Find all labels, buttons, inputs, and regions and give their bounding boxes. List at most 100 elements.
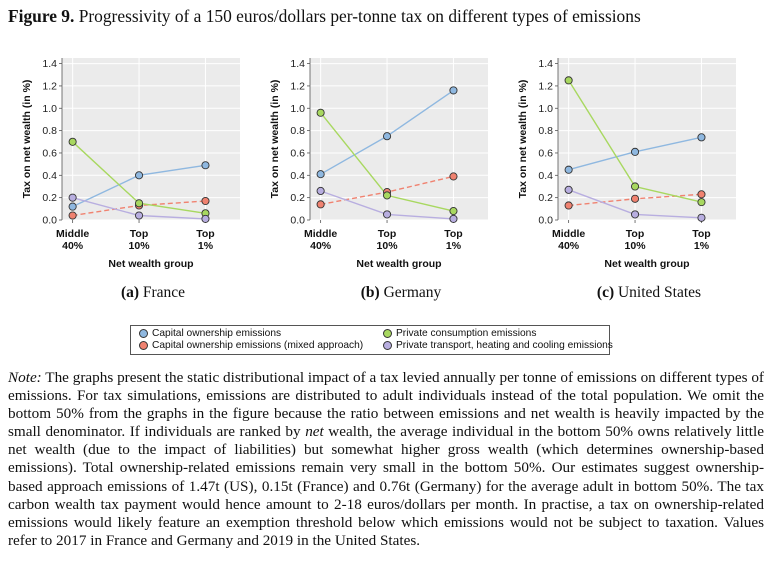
caption-letter: (c) xyxy=(596,284,615,301)
y-axis-label: Tax on net wealth (in %) xyxy=(21,80,33,199)
caption-united-states: (c) United States xyxy=(529,284,769,302)
y-tick-label: 0.4 xyxy=(538,170,553,182)
x-tick-label: Middle xyxy=(304,228,337,240)
data-point-capital-ownership-emissions xyxy=(201,161,210,170)
chart-svg-united-states: 0.00.20.40.60.81.01.21.4Middle40%Top10%T… xyxy=(517,58,736,270)
data-point-private-consumption-emissions xyxy=(697,198,706,207)
data-point-private-transport-heating-and-cooling-emissions xyxy=(449,214,458,223)
data-point-capital-ownership-emissions-mixed-approach xyxy=(564,201,573,210)
y-tick-label: 0.8 xyxy=(42,125,57,137)
y-tick-label: 0.8 xyxy=(290,125,305,137)
note-lead: Note: xyxy=(8,369,42,386)
y-axis-label: Tax on net wealth (in %) xyxy=(269,80,281,199)
y-tick-label: 0.0 xyxy=(538,215,553,227)
y-tick-label: 1.0 xyxy=(42,103,57,115)
data-point-private-consumption-emissions xyxy=(564,76,573,85)
x-axis-label: Net wealth group xyxy=(356,258,441,270)
data-point-private-transport-heating-and-cooling-emissions xyxy=(68,193,77,202)
y-tick-label: 0.0 xyxy=(290,215,305,227)
x-axis-label: Net wealth group xyxy=(108,258,193,270)
y-tick-label: 0.8 xyxy=(538,125,553,137)
data-point-capital-ownership-emissions xyxy=(382,132,392,141)
y-tick-label: 0.0 xyxy=(42,215,57,227)
chart-panel-germany: 0.0 0.2 0.4 0.6 0.8 1.0 1.2 1.4 Middle 40% Top 10% T… xyxy=(256,48,496,278)
data-point-private-transport-heating-and-cooling-emissions xyxy=(564,185,573,194)
x-axis-label: Net wealth group xyxy=(604,258,689,270)
data-point-capital-ownership-emissions xyxy=(564,165,573,174)
y-tick-label: 1.0 xyxy=(290,103,305,115)
y-tick-label: 0.6 xyxy=(42,147,57,159)
x-tick-label: Middle xyxy=(56,228,89,240)
data-point-capital-ownership-emissions xyxy=(630,147,640,156)
caption-name: United States xyxy=(617,284,702,301)
note-text-part-2: wealth, the average individual in the bo… xyxy=(8,423,764,549)
chart-panel-united-states: 0.0 0.2 0.4 0.6 0.8 1.0 1.2 1.4 Middle 40% Top 10% T… xyxy=(504,48,744,278)
x-tick-label: 1% xyxy=(198,240,214,252)
data-point-private-transport-heating-and-cooling-emissions xyxy=(697,213,706,222)
legend-item-private-transport: Private transport, heating and cooling e… xyxy=(383,340,613,351)
legend-marker xyxy=(139,329,148,338)
y-tick-label: 0.2 xyxy=(290,192,305,204)
y-tick-label: 0.4 xyxy=(42,170,57,182)
caption-germany: (b) Germany xyxy=(281,284,521,302)
data-point-capital-ownership-emissions-mixed-approach xyxy=(449,172,458,181)
figure-title-text: Progressivity of a 150 euros/dollars per… xyxy=(78,6,641,26)
legend-label: Private consumption emissions xyxy=(396,328,537,339)
caption-name: Germany xyxy=(383,284,442,301)
y-tick-label: 0.2 xyxy=(538,192,553,204)
data-point-capital-ownership-emissions xyxy=(134,171,144,180)
data-point-capital-ownership-emissions-mixed-approach xyxy=(201,196,210,206)
y-tick-label: 1.2 xyxy=(538,80,553,92)
x-tick-label: Middle xyxy=(552,228,585,240)
caption-name: France xyxy=(142,284,186,301)
x-tick-label: 10% xyxy=(625,240,647,252)
x-tick-label: Top xyxy=(626,228,644,240)
data-point-private-transport-heating-and-cooling-emissions xyxy=(382,210,392,219)
data-point-capital-ownership-emissions-mixed-approach xyxy=(316,200,325,209)
x-tick-label: Top xyxy=(692,228,710,240)
data-point-private-consumption-emissions xyxy=(134,199,144,208)
note-text-part-1: The graphs present the static distributi… xyxy=(8,369,764,441)
chart-svg-germany: 0.00.20.40.60.81.01.21.4Middle40%Top10%T… xyxy=(269,58,488,270)
data-point-capital-ownership-emissions xyxy=(316,170,325,179)
data-point-capital-ownership-emissions-mixed-approach xyxy=(630,194,640,203)
data-point-capital-ownership-emissions xyxy=(697,133,706,142)
data-point-private-consumption-emissions xyxy=(630,182,640,191)
y-tick-label: 1.2 xyxy=(42,80,57,92)
x-tick-label: 1% xyxy=(694,240,710,252)
legend-marker xyxy=(383,341,392,350)
x-tick-label: Top xyxy=(196,228,214,240)
x-tick-label: 10% xyxy=(129,240,151,252)
y-tick-label: 1.4 xyxy=(42,58,57,70)
y-tick-label: 1.0 xyxy=(538,103,553,115)
figure-label: Figure 9. xyxy=(8,6,75,26)
legend-label: Private transport, heating and cooling e… xyxy=(396,340,613,351)
x-tick-label: Top xyxy=(444,228,462,240)
data-point-capital-ownership-emissions-mixed-approach xyxy=(697,190,706,199)
y-axis-label: Tax on net wealth (in %) xyxy=(517,80,529,199)
y-tick-label: 0.4 xyxy=(290,170,305,182)
x-tick-label: 40% xyxy=(62,240,84,252)
legend-item-capital-ownership: Capital ownership emissions xyxy=(139,328,281,339)
y-tick-label: 0.2 xyxy=(42,192,57,204)
x-tick-label: 1% xyxy=(446,240,462,252)
x-tick-label: Top xyxy=(130,228,148,240)
plot-background xyxy=(310,58,488,220)
caption-letter: (b) xyxy=(360,284,380,301)
note-emphasis: net xyxy=(305,423,324,441)
plot-background xyxy=(558,58,736,220)
x-tick-label: Top xyxy=(378,228,396,240)
plot-background xyxy=(62,58,240,220)
data-point-capital-ownership-emissions-mixed-approach xyxy=(68,211,77,220)
legend-marker xyxy=(139,341,148,350)
figure-note: Note: The graphs present the static dist… xyxy=(8,369,764,550)
legend-marker xyxy=(383,329,392,338)
y-tick-label: 1.4 xyxy=(538,58,553,70)
x-tick-label: 40% xyxy=(558,240,580,252)
data-point-private-consumption-emissions xyxy=(68,137,77,146)
legend-label: Capital ownership emissions xyxy=(152,328,282,339)
data-point-private-consumption-emissions xyxy=(449,207,458,216)
x-tick-label: 10% xyxy=(377,240,399,252)
data-point-private-transport-heating-and-cooling-emissions xyxy=(201,214,210,223)
legend-item-private-consumption: Private consumption emissions xyxy=(383,328,536,339)
